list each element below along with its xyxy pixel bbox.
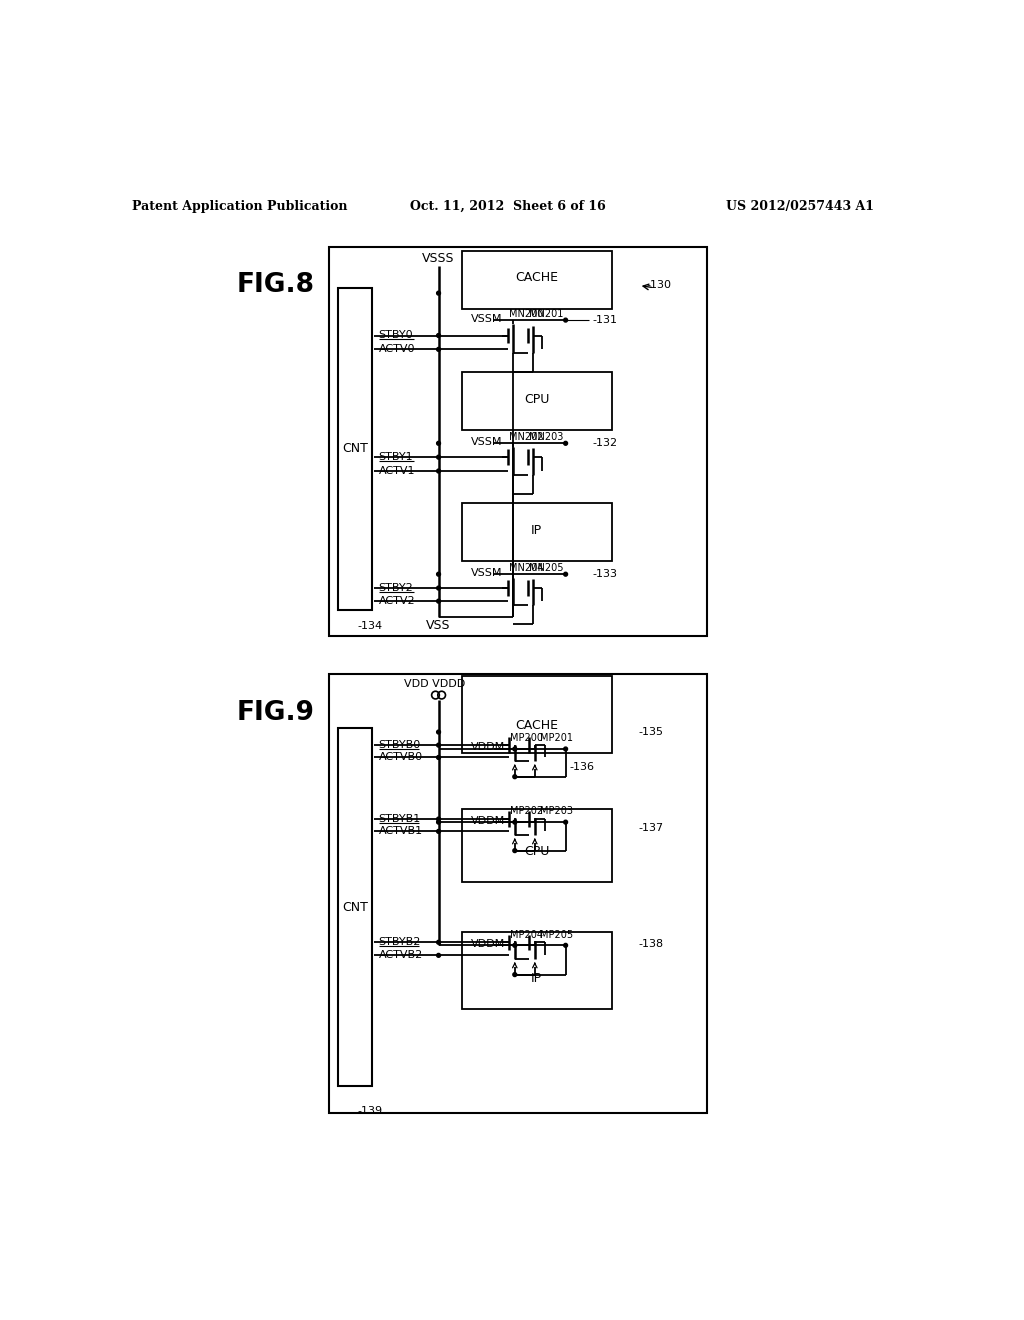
Text: -139: -139 bbox=[357, 1106, 383, 1115]
Text: -134: -134 bbox=[357, 620, 383, 631]
Text: CACHE: CACHE bbox=[515, 719, 558, 733]
Bar bbox=[330, 675, 707, 1113]
Text: ACTVB2: ACTVB2 bbox=[379, 950, 423, 961]
Text: MN201: MN201 bbox=[528, 309, 563, 319]
Text: ACTV2: ACTV2 bbox=[379, 597, 415, 606]
Text: CNT: CNT bbox=[342, 900, 369, 913]
Circle shape bbox=[436, 743, 440, 747]
Text: ACTVB0: ACTVB0 bbox=[379, 752, 423, 763]
Circle shape bbox=[436, 755, 440, 759]
Text: STBYB0: STBYB0 bbox=[379, 741, 421, 750]
Circle shape bbox=[436, 292, 440, 296]
Text: Oct. 11, 2012  Sheet 6 of 16: Oct. 11, 2012 Sheet 6 of 16 bbox=[410, 199, 606, 213]
Text: VDDM: VDDM bbox=[471, 742, 505, 752]
Text: -130: -130 bbox=[646, 280, 672, 290]
Text: STBY1: STBY1 bbox=[379, 453, 413, 462]
Circle shape bbox=[513, 820, 517, 824]
Bar bbox=[339, 288, 373, 610]
Text: MP205: MP205 bbox=[541, 929, 573, 940]
Text: VDDM: VDDM bbox=[471, 939, 505, 949]
Text: CACHE: CACHE bbox=[515, 271, 558, 284]
Text: MN200: MN200 bbox=[509, 309, 543, 319]
Bar bbox=[330, 247, 707, 636]
Circle shape bbox=[513, 849, 517, 853]
Text: FIG.9: FIG.9 bbox=[237, 700, 314, 726]
Text: -136: -136 bbox=[569, 762, 595, 772]
Circle shape bbox=[436, 730, 440, 734]
Text: MP204: MP204 bbox=[510, 929, 543, 940]
Bar bbox=[339, 729, 373, 1086]
Text: CPU: CPU bbox=[524, 845, 550, 858]
Bar bbox=[462, 503, 611, 561]
Text: MN205: MN205 bbox=[528, 564, 563, 573]
Circle shape bbox=[513, 775, 517, 779]
Text: VSSS: VSSS bbox=[422, 252, 455, 265]
Circle shape bbox=[436, 455, 440, 459]
Text: -133: -133 bbox=[593, 569, 617, 579]
Circle shape bbox=[563, 944, 567, 948]
Text: VSSM: VSSM bbox=[471, 314, 503, 323]
Text: IP: IP bbox=[531, 524, 543, 537]
Circle shape bbox=[436, 586, 440, 590]
Text: VSS: VSS bbox=[426, 619, 451, 632]
Text: STBYB1: STBYB1 bbox=[379, 814, 421, 824]
Bar bbox=[462, 251, 611, 309]
Text: MN204: MN204 bbox=[509, 564, 543, 573]
Circle shape bbox=[513, 747, 517, 751]
Text: FIG.8: FIG.8 bbox=[237, 272, 314, 298]
Bar bbox=[462, 932, 611, 1010]
Text: ACTV0: ACTV0 bbox=[379, 345, 415, 354]
Text: -138: -138 bbox=[639, 939, 664, 949]
Text: MP200: MP200 bbox=[510, 733, 543, 743]
Text: -131: -131 bbox=[593, 315, 617, 325]
Circle shape bbox=[513, 973, 517, 977]
Circle shape bbox=[436, 940, 440, 944]
Text: Patent Application Publication: Patent Application Publication bbox=[132, 199, 348, 213]
Circle shape bbox=[436, 441, 440, 445]
Circle shape bbox=[563, 441, 567, 445]
Text: STBY0: STBY0 bbox=[379, 330, 413, 341]
Text: -135: -135 bbox=[639, 727, 664, 737]
Circle shape bbox=[436, 599, 440, 603]
Text: STBY2: STBY2 bbox=[379, 583, 414, 593]
Text: MN202: MN202 bbox=[509, 432, 543, 442]
Circle shape bbox=[436, 953, 440, 957]
Text: MN203: MN203 bbox=[528, 432, 563, 442]
Text: MP202: MP202 bbox=[510, 807, 544, 816]
Text: US 2012/0257443 A1: US 2012/0257443 A1 bbox=[726, 199, 874, 213]
Text: STBYB2: STBYB2 bbox=[379, 937, 421, 948]
Circle shape bbox=[436, 817, 440, 821]
Circle shape bbox=[563, 318, 567, 322]
Text: VSSM: VSSM bbox=[471, 568, 503, 578]
Circle shape bbox=[563, 747, 567, 751]
Text: ACTVB1: ACTVB1 bbox=[379, 826, 423, 837]
Bar bbox=[462, 676, 611, 752]
Circle shape bbox=[436, 469, 440, 473]
Circle shape bbox=[436, 820, 440, 824]
Text: VDDM: VDDM bbox=[471, 816, 505, 825]
Circle shape bbox=[436, 573, 440, 576]
Text: CPU: CPU bbox=[524, 393, 550, 407]
Circle shape bbox=[436, 334, 440, 338]
Text: ACTV1: ACTV1 bbox=[379, 466, 415, 477]
Text: MP203: MP203 bbox=[541, 807, 573, 816]
Text: CNT: CNT bbox=[342, 442, 369, 455]
Circle shape bbox=[563, 820, 567, 824]
Circle shape bbox=[436, 347, 440, 351]
Text: -137: -137 bbox=[639, 824, 664, 833]
Text: VDD VDDD: VDD VDDD bbox=[404, 680, 465, 689]
Circle shape bbox=[436, 829, 440, 833]
Text: MP201: MP201 bbox=[541, 733, 573, 743]
Circle shape bbox=[513, 944, 517, 948]
Circle shape bbox=[563, 573, 567, 576]
Bar bbox=[462, 372, 611, 430]
Text: IP: IP bbox=[531, 972, 543, 985]
Text: VSSM: VSSM bbox=[471, 437, 503, 446]
Bar bbox=[462, 809, 611, 882]
Text: -132: -132 bbox=[593, 438, 617, 449]
